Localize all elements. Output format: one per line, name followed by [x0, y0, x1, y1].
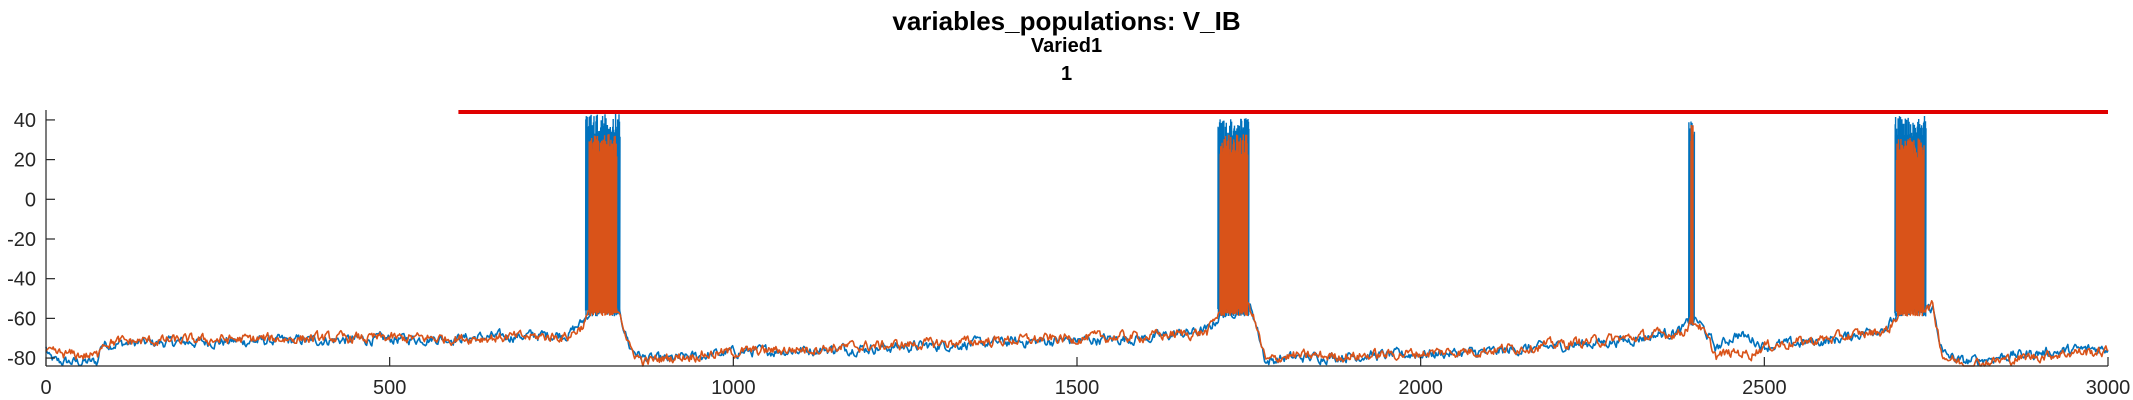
y-tick-label-6: 40 [14, 110, 36, 132]
chart-subtitle-varied: Varied1 [1030, 35, 1103, 57]
x-tick-label-3: 1500 [1055, 377, 1100, 399]
x-tick-label-1: 500 [373, 377, 406, 399]
y-tick-label-5: 20 [14, 150, 36, 172]
y-tick-label-2: -40 [7, 269, 36, 291]
series-1-burst-3 [1895, 137, 1925, 317]
x-tick-label-0: 0 [40, 377, 51, 399]
series-1-trace [45, 300, 2109, 367]
y-tick-label-4: 0 [25, 189, 36, 211]
axes-layer: 0 500 1000 1500 2000 2500 3000 -80 -60 -40 -20 0 20 4… [7, 110, 2130, 399]
y-tick-label-3: -20 [7, 229, 36, 251]
series-1-burst-2 [1690, 124, 1694, 326]
y-tick-label-1: -60 [7, 308, 36, 330]
series-layer [45, 113, 2109, 367]
series-1-burst-0 [588, 134, 618, 317]
x-tick-label-6: 3000 [2086, 377, 2131, 399]
x-tick-label-5: 2500 [1742, 377, 1787, 399]
series-1 [45, 124, 2109, 367]
series-1-burst-1 [1219, 134, 1249, 317]
chart-subtitle-index: 1 [1060, 63, 1073, 85]
series-0 [45, 113, 2109, 367]
y-tick-label-0: -80 [7, 348, 36, 370]
x-tick-label-4: 2000 [1398, 377, 1443, 399]
x-tick-label-2: 1000 [711, 377, 756, 399]
chart-title: variables_populations: V_IB [892, 6, 1241, 36]
